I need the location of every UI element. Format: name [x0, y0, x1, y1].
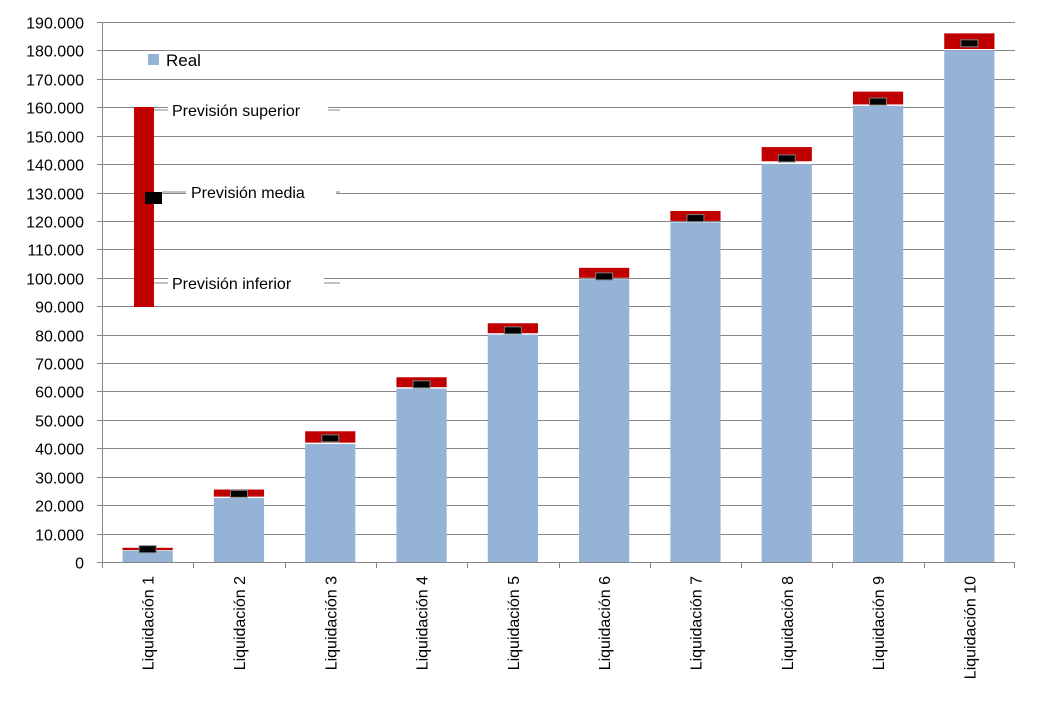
- y-tick-label: 60.000: [35, 385, 84, 402]
- y-tick-label: 30.000: [35, 471, 84, 488]
- real-bar: [396, 388, 447, 562]
- x-category-label: Liquidación 8: [780, 576, 797, 670]
- real-bar: [670, 222, 721, 563]
- legend-superior-label-bg: [168, 98, 328, 122]
- prevision-range-bar: [761, 147, 812, 162]
- real-bar: [305, 444, 356, 562]
- y-tick-label: 120.000: [26, 215, 84, 232]
- real-bar: [487, 334, 538, 562]
- real-bar: [852, 105, 904, 562]
- y-tick-label: 190.000: [26, 16, 84, 33]
- legend-real-label: Real: [166, 51, 201, 70]
- y-tick-label: 90.000: [35, 300, 84, 317]
- prevision-media-marker: [686, 214, 705, 223]
- x-category-label: Liquidación 1: [141, 576, 158, 670]
- real-bar: [213, 498, 265, 562]
- real-bar: [579, 279, 630, 562]
- real-bar: [944, 50, 995, 562]
- prevision-media-marker: [503, 326, 522, 335]
- y-tick-label: 140.000: [26, 158, 84, 175]
- prevision-media-marker: [138, 545, 157, 554]
- legend: Real Previsión superior Previsión media …: [134, 51, 340, 307]
- y-tick-label: 40.000: [35, 442, 84, 459]
- y-tick-label: 100.000: [26, 272, 84, 289]
- y-tick-label: 130.000: [26, 187, 84, 204]
- y-tick-label: 70.000: [35, 357, 84, 374]
- prevision-media-marker: [595, 272, 614, 281]
- y-tick-label: 80.000: [35, 329, 84, 346]
- legend-media-label: Previsión media: [191, 185, 305, 202]
- prevision-media-marker: [960, 39, 979, 48]
- y-tick-label: 50.000: [35, 414, 84, 431]
- legend-inferior-label-bg: [168, 271, 324, 295]
- prevision-media-marker: [321, 434, 340, 443]
- x-category-label: Liquidación 7: [688, 576, 705, 670]
- legend-inferior-label: Previsión inferior: [172, 276, 292, 293]
- y-tick-label: 20.000: [35, 499, 84, 516]
- legend-media-marker: [145, 192, 162, 204]
- prevision-media-marker: [412, 380, 431, 389]
- axes: 0 10.000 20.000 30.000 40.000 50.000 60.000 70.…: [26, 16, 1015, 679]
- legend-prevision-bar: [134, 107, 154, 307]
- legend-media-label-bg: [186, 180, 336, 204]
- real-bar: [761, 164, 812, 562]
- y-tick-label: 170.000: [26, 73, 84, 90]
- prevision-media-marker: [229, 489, 248, 498]
- y-tick-label: 160.000: [26, 101, 84, 118]
- x-category-label: Liquidación 2: [232, 576, 249, 670]
- prevision-media-marker: [869, 97, 888, 106]
- y-tick-label: 180.000: [26, 44, 84, 61]
- y-tick-label: 150.000: [26, 130, 84, 147]
- x-category-label: Liquidación 4: [415, 576, 432, 670]
- x-category-label: Liquidación 9: [871, 576, 888, 670]
- x-category-label: Liquidación 10: [962, 576, 979, 679]
- real-bar: [122, 550, 173, 562]
- x-category-label: Liquidación 5: [506, 576, 523, 670]
- legend-superior-label: Previsión superior: [172, 103, 301, 120]
- bars: [122, 33, 995, 563]
- x-category-label: Liquidación 3: [323, 576, 340, 670]
- y-tick-label: 110.000: [27, 243, 84, 260]
- x-category-label: Liquidación 6: [597, 576, 614, 670]
- prevision-media-marker: [777, 154, 796, 163]
- y-tick-label: 10.000: [35, 528, 84, 545]
- legend-real-swatch: [148, 54, 159, 65]
- y-tick-label: 0: [75, 556, 84, 573]
